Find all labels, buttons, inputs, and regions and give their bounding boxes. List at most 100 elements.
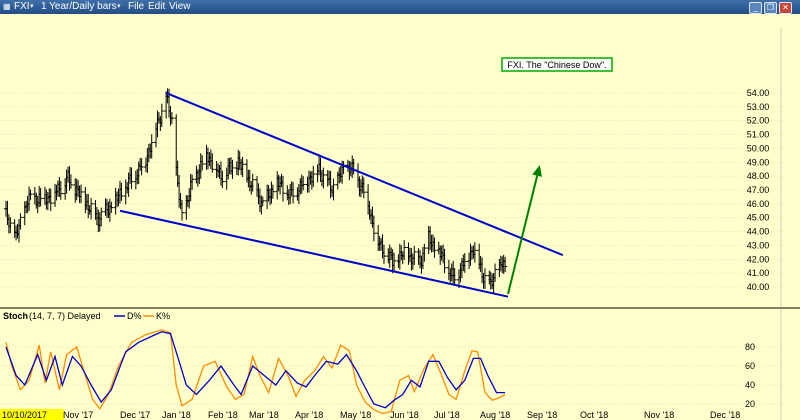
x-tick-label: Mar '18 bbox=[249, 410, 279, 420]
stoch-tick-label: 40 bbox=[745, 380, 755, 390]
stoch-tick-label: 80 bbox=[745, 342, 755, 352]
stoch-params: (14, 7, 7) Delayed bbox=[29, 311, 101, 321]
price-chart[interactable]: 40.00 41.00 42.00 43.00 44.00 45.00 46.00 47.00… bbox=[0, 14, 800, 420]
price-tick-label: 47.00 bbox=[747, 185, 770, 195]
x-tick-label: May '18 bbox=[340, 410, 371, 420]
ohlc-bar bbox=[68, 174, 73, 189]
x-tick-label: Jun '18 bbox=[390, 410, 419, 420]
ohlc-bar bbox=[462, 253, 467, 273]
ohlc-bar bbox=[280, 175, 285, 202]
ohlc-bar bbox=[402, 240, 407, 260]
ohlc-bar bbox=[8, 217, 13, 234]
ohlc-bar bbox=[452, 268, 457, 285]
title-bar: ▦ FXI ▾ 1 Year/Daily bars ▾ File Edit Vi… bbox=[0, 0, 800, 14]
x-tick-label: Aug '18 bbox=[480, 410, 510, 420]
stoch-d-line bbox=[5, 331, 506, 409]
x-tick-label: Dec '18 bbox=[710, 410, 740, 420]
ohlc-bar bbox=[412, 245, 417, 266]
ohlc-bar bbox=[220, 170, 225, 189]
x-tick-label: Apr '18 bbox=[295, 410, 323, 420]
lower-channel-line bbox=[119, 209, 509, 298]
stoch-tick-label: 20 bbox=[745, 399, 755, 409]
close-button[interactable]: ✕ bbox=[779, 2, 792, 14]
ohlc-bar bbox=[301, 176, 306, 191]
stoch-title: Stoch bbox=[3, 311, 28, 321]
x-tick-label: Sep '18 bbox=[527, 410, 557, 420]
price-tick-label: 53.00 bbox=[747, 102, 770, 112]
window-menu-icon[interactable]: ▦ bbox=[3, 2, 11, 11]
ohlc-bar bbox=[371, 215, 376, 242]
target-arrow bbox=[507, 165, 542, 295]
price-tick-label: 44.00 bbox=[747, 227, 770, 237]
ohlc-bar bbox=[48, 188, 53, 212]
ohlc-bar bbox=[180, 199, 184, 221]
x-tick-label: Oct '18 bbox=[580, 410, 608, 420]
ohlc-bar bbox=[89, 197, 94, 220]
price-tick-label: 42.00 bbox=[747, 254, 770, 264]
price-tick-label: 52.00 bbox=[747, 116, 770, 126]
ohlc-bar bbox=[442, 248, 447, 274]
legend-d-label: D% bbox=[127, 311, 142, 321]
ohlc-bar bbox=[250, 173, 255, 192]
menu-file[interactable]: File bbox=[128, 1, 145, 12]
menu-view[interactable]: View bbox=[169, 1, 191, 12]
ohlc-bar bbox=[270, 184, 275, 199]
upper-channel-line bbox=[165, 92, 564, 257]
restore-button[interactable]: ❐ bbox=[764, 2, 777, 14]
price-tick-label: 50.00 bbox=[747, 143, 770, 153]
ohlc-bar bbox=[493, 263, 498, 283]
menu-edit[interactable]: Edit bbox=[148, 1, 166, 12]
ohlc-bar bbox=[482, 268, 487, 289]
x-tick-label: Jul '18 bbox=[434, 410, 460, 420]
ohlc-bar bbox=[381, 244, 386, 265]
annotation-text: FXI. The "Chinese Dow". bbox=[507, 60, 606, 70]
price-tick-label: 49.00 bbox=[747, 157, 770, 167]
period-chevron-icon[interactable]: ▾ bbox=[117, 3, 121, 10]
ohlc-bar bbox=[159, 103, 164, 128]
ohlc-bar bbox=[18, 213, 23, 230]
x-tick-label: 10/10/2017 bbox=[2, 410, 47, 420]
price-tick-label: 43.00 bbox=[747, 240, 770, 250]
ohlc-bar bbox=[291, 182, 296, 204]
ohlc-bar bbox=[38, 187, 43, 207]
x-tick-label: Nov '17 bbox=[63, 410, 93, 420]
ohlc-bar bbox=[230, 159, 235, 179]
ohlc-bar bbox=[119, 182, 124, 201]
ohlc-bar bbox=[129, 167, 134, 190]
ohlc-bar bbox=[472, 242, 477, 263]
period-label[interactable]: 1 Year/Daily bars bbox=[41, 1, 117, 12]
stoch-legend: Stoch (14, 7, 7) Delayed D% K% bbox=[3, 311, 170, 321]
ohlc-bar bbox=[99, 207, 104, 227]
symbol-chevron-icon[interactable]: ▾ bbox=[30, 3, 34, 10]
stoch-tick-label: 60 bbox=[745, 361, 755, 371]
ohlc-bar bbox=[149, 134, 154, 159]
ohlc-bar bbox=[260, 196, 265, 207]
ohlc-bar bbox=[240, 156, 245, 177]
ohlc-bar bbox=[422, 243, 427, 262]
x-tick-label: Nov '18 bbox=[644, 410, 674, 420]
ohlc-bar bbox=[200, 155, 205, 171]
annotation-box[interactable]: FXI. The "Chinese Dow". bbox=[501, 57, 613, 72]
price-tick-label: 45.00 bbox=[747, 213, 770, 223]
ohlc-bar bbox=[210, 153, 215, 173]
date-cursor-badge bbox=[0, 409, 64, 420]
ohlc-bar bbox=[169, 112, 174, 124]
price-tick-label: 48.00 bbox=[747, 171, 770, 181]
symbol-label[interactable]: FXI bbox=[14, 1, 30, 12]
price-tick-label: 40.00 bbox=[747, 282, 770, 292]
ohlc-bar bbox=[331, 178, 336, 201]
ohlc-bar bbox=[79, 184, 84, 204]
ohlc-bar bbox=[321, 167, 326, 189]
price-tick-label: 46.00 bbox=[747, 199, 770, 209]
minimize-button[interactable]: _ bbox=[749, 2, 762, 14]
ohlc-bar bbox=[139, 158, 144, 176]
price-tick-label: 54.00 bbox=[747, 88, 770, 98]
ohlc-bar bbox=[432, 237, 437, 258]
price-tick-label: 51.00 bbox=[747, 130, 770, 140]
ohlc-bar bbox=[109, 201, 114, 213]
ohlc-bar bbox=[311, 165, 316, 188]
x-tick-label: Feb '18 bbox=[208, 410, 238, 420]
ohlc-bar bbox=[503, 257, 508, 273]
ohlc-bar bbox=[28, 189, 33, 201]
